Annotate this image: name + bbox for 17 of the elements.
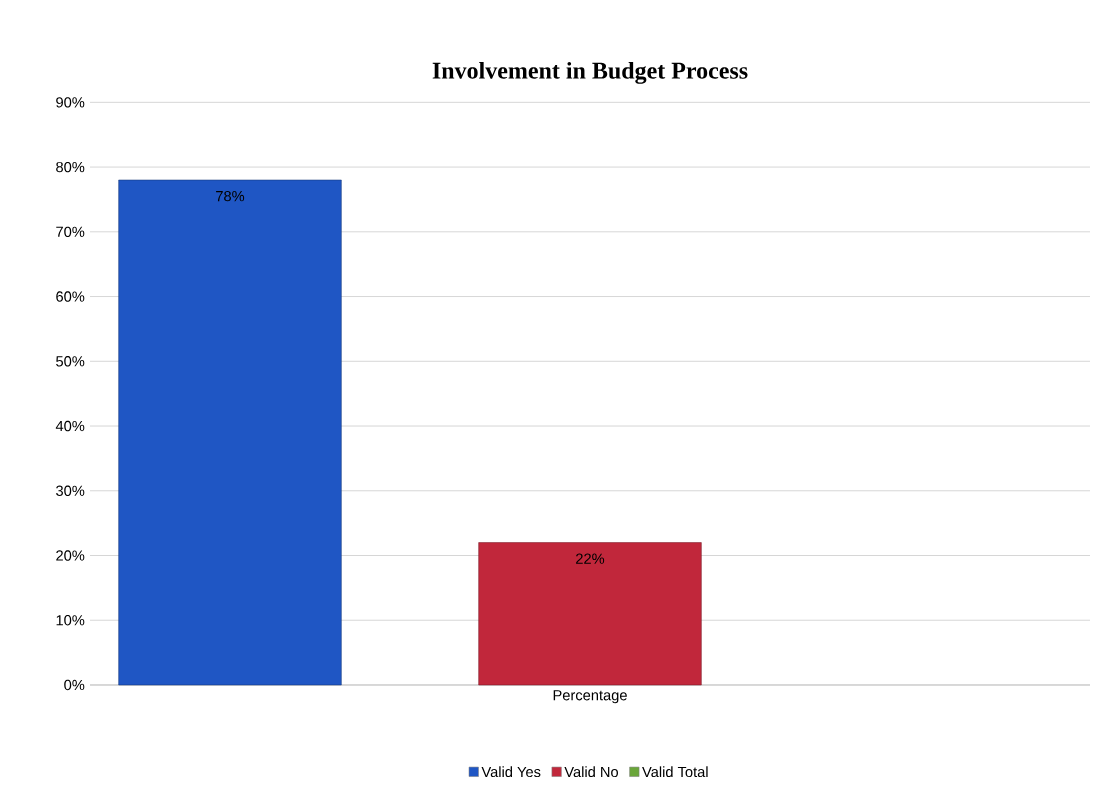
chart-title: Involvement in Budget Process: [432, 61, 748, 84]
y-tick-label: 20%: [56, 550, 85, 561]
y-tick-label: 50%: [56, 356, 85, 367]
x-tick-label: Percentage: [553, 690, 627, 704]
legend-label: Valid Total: [642, 766, 708, 778]
legend-label: Valid No: [564, 766, 619, 778]
y-tick-label: 40%: [55, 420, 85, 432]
y-tick-label: 10%: [56, 615, 85, 626]
y-tick-label: 90%: [56, 97, 85, 108]
data-label: 22%: [576, 553, 605, 564]
data-label: 78%: [216, 190, 245, 202]
y-tick-label: 80%: [56, 161, 85, 173]
y-tick-label: 70%: [56, 226, 85, 237]
y-tick-label: 60%: [56, 291, 85, 302]
y-tick-label: 0%: [64, 679, 85, 691]
y-tick-label: 30%: [56, 485, 85, 496]
legend-label: Valid Yes: [481, 766, 541, 778]
